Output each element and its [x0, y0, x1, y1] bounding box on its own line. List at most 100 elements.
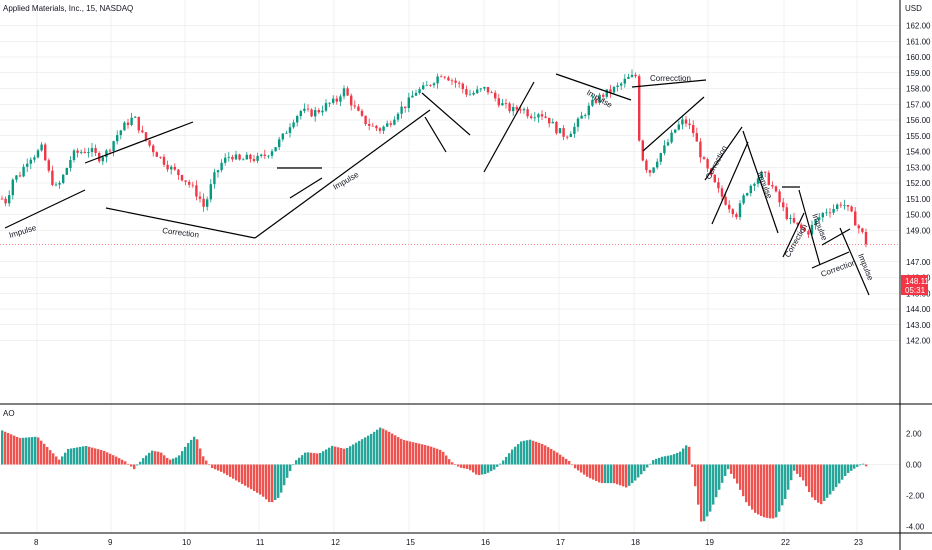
ao-bar	[133, 464, 136, 470]
trend-line[interactable]	[704, 126, 743, 181]
ao-tick-label: 2.00	[906, 430, 922, 439]
ao-bar	[751, 464, 754, 510]
candle-body	[839, 204, 842, 206]
ao-bar	[826, 464, 829, 498]
ao-bar	[91, 447, 94, 465]
candle-body	[486, 87, 490, 93]
trend-line[interactable]	[821, 228, 851, 246]
trend-line[interactable]	[4, 189, 86, 229]
candle-body	[540, 114, 544, 117]
ao-bar	[763, 464, 766, 518]
candle-body	[836, 204, 839, 209]
ao-bar	[475, 464, 478, 475]
trend-line[interactable]	[424, 116, 447, 153]
price-axis[interactable]: 162.00 161.00 160.00 159.00 158.00 157.00 156.…	[906, 22, 931, 346]
trend-line[interactable]	[289, 177, 323, 199]
ao-bar	[436, 448, 439, 465]
candle-body	[303, 108, 306, 112]
ao-bar	[319, 452, 322, 465]
candle-body	[36, 150, 40, 158]
ao-bar	[478, 464, 481, 476]
candle-body	[83, 151, 86, 153]
ao-bar	[640, 464, 643, 475]
ao-bar	[424, 445, 427, 465]
ao-bar	[361, 439, 364, 465]
candle-body	[717, 182, 720, 189]
trend-line[interactable]	[421, 92, 471, 136]
ao-bar	[274, 464, 277, 501]
trend-line[interactable]	[483, 81, 535, 173]
ao-bar	[13, 435, 16, 465]
ao-axis[interactable]: 2.00 0.00 -2.00 -4.00	[906, 430, 925, 532]
trendline-drawings[interactable]	[4, 73, 870, 296]
ao-bar	[211, 464, 214, 469]
trend-line[interactable]	[839, 227, 870, 296]
candle-body	[627, 77, 630, 79]
candle-body	[594, 99, 598, 103]
ao-bar	[79, 446, 82, 465]
trend-line[interactable]	[798, 189, 821, 266]
trend-line[interactable]	[811, 251, 850, 269]
trend-line[interactable]	[254, 109, 431, 239]
ao-bar	[304, 452, 307, 465]
candle-body	[450, 80, 454, 82]
ao-bar	[1, 430, 4, 465]
currency-label[interactable]: USD	[905, 4, 922, 13]
ao-bar	[760, 464, 763, 517]
candle-body	[274, 147, 277, 152]
ao-bar	[682, 448, 685, 465]
candle-body	[429, 84, 432, 86]
candle-body	[94, 148, 97, 153]
ao-bar	[112, 455, 115, 465]
candle-body	[368, 124, 371, 126]
ao-bar	[358, 440, 361, 465]
ao-bar	[406, 440, 409, 465]
ao-bar	[241, 464, 244, 484]
ao-bar	[391, 433, 394, 465]
ao-bar	[394, 435, 397, 465]
candle-body	[630, 74, 634, 78]
price-tick-label: 159.00	[906, 69, 931, 78]
ao-bar	[40, 440, 43, 465]
candle-body	[479, 88, 482, 90]
candle-body	[112, 141, 115, 152]
candle-body	[670, 132, 673, 143]
ao-bar	[427, 445, 430, 465]
trend-line[interactable]	[742, 130, 779, 234]
time-axis[interactable]: 8 9 10 11 12 15 16 17 18 19 22 23	[34, 538, 863, 547]
candle-body	[116, 135, 119, 142]
candle-body	[778, 191, 781, 203]
candle-body	[292, 122, 295, 128]
ao-bar	[364, 437, 367, 465]
candle-body	[177, 169, 180, 176]
ao-bar	[271, 464, 274, 503]
candle-body	[350, 95, 353, 106]
trend-line[interactable]	[711, 141, 749, 225]
candle-body	[134, 116, 137, 118]
trend-line[interactable]	[84, 121, 194, 164]
ao-bar	[388, 431, 391, 465]
trend-line[interactable]	[642, 96, 705, 152]
ao-bar	[145, 455, 148, 465]
ao-bar	[460, 464, 463, 468]
ao-bar	[283, 464, 286, 486]
candle-body	[152, 145, 155, 153]
ao-bar	[643, 464, 646, 472]
trend-line[interactable]	[555, 73, 632, 101]
ao-bar	[286, 464, 289, 478]
trend-line[interactable]	[782, 212, 805, 258]
ao-bar	[817, 464, 820, 503]
trend-line[interactable]	[631, 79, 707, 88]
ao-bar	[580, 464, 583, 473]
candle-body	[458, 82, 461, 84]
ao-bar	[196, 439, 199, 465]
ao-bar	[442, 451, 445, 465]
candle-body	[231, 156, 234, 160]
candle-body	[234, 154, 238, 160]
trend-line[interactable]	[105, 207, 256, 239]
ao-bar	[721, 464, 724, 483]
ao-bar	[4, 431, 7, 465]
candle-body	[515, 107, 518, 110]
ao-bar	[727, 464, 730, 470]
